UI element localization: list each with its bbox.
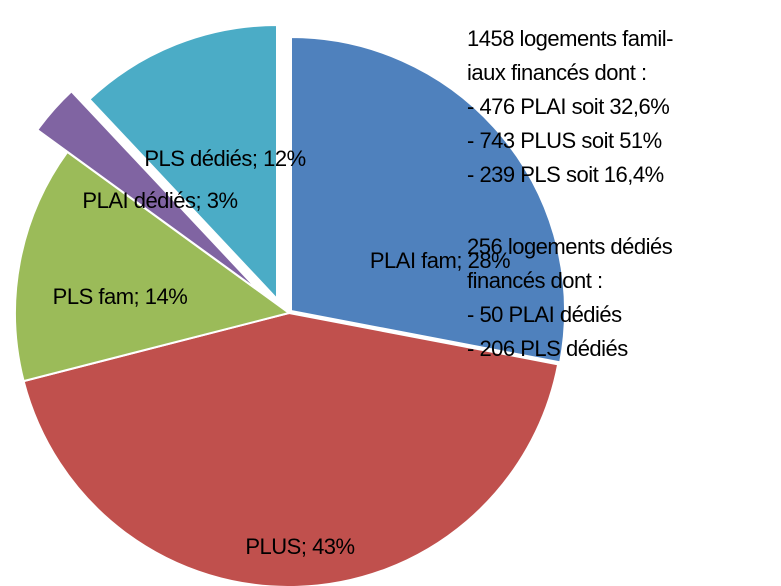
data-label: PLS fam; 14% [53,284,188,309]
data-label: PLAI fam; 28% [370,248,510,273]
annotation-line: 1458 logements famil- [467,26,673,51]
annotation-line: - 239 PLS soit 16,4% [467,162,664,187]
annotation-line: - 50 PLAI dédiés [467,302,622,327]
annotation-line: 256 logements dédiés [467,234,673,259]
pie-slice [22,311,560,586]
pie-slice [14,150,292,383]
data-label: PLS dédiés; 12% [144,146,305,171]
annotation-line: - 743 PLUS soit 51% [467,128,662,153]
annotation-line: iaux financés dont : [467,60,647,85]
pie-slice [35,89,260,292]
annotation-line: - 206 PLS dédiés [467,336,628,361]
pie-slice [88,23,278,302]
data-label: PLAI dédiés; 3% [82,188,237,213]
annotation-line: financés dont : [467,268,603,293]
annotation-line: - 476 PLAI soit 32,6% [467,94,669,119]
data-label: PLUS; 43% [245,534,354,559]
pie-slice [290,35,566,364]
